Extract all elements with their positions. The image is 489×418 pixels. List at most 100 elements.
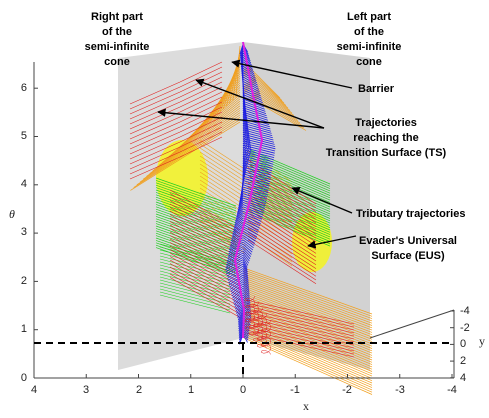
orange-trajectory (199, 163, 247, 195)
barrier-strand (242, 105, 267, 114)
barrier-strand (242, 263, 248, 273)
orange-trajectory (199, 167, 247, 199)
red-trajectory (245, 308, 355, 334)
barrier-strand (235, 208, 244, 220)
red-trajectory (169, 266, 241, 308)
y-tick-label: 4 (460, 372, 466, 384)
barrier-strand (242, 136, 275, 145)
barrier-strand (242, 248, 252, 257)
label-eus-line: Surface (EUS) (371, 250, 445, 262)
barrier-strand (240, 50, 244, 61)
arrow-ts-lower (157, 108, 325, 129)
spiral-trajectory (244, 295, 256, 331)
red-ts-trajectories (129, 61, 355, 358)
orange-trajectory (243, 273, 373, 322)
red-trajectory (169, 235, 241, 276)
theta-tick-label: 2 (21, 275, 27, 287)
green-trajectory (159, 252, 231, 272)
green-trajectory (155, 201, 237, 231)
barrier-strand (232, 224, 244, 235)
red-trajectory (247, 239, 317, 285)
barrier-strand (242, 257, 249, 266)
barrier-strand (236, 204, 244, 215)
red-trajectory (169, 277, 241, 318)
red-trajectory (129, 91, 223, 135)
red-trajectory (169, 210, 241, 252)
red-trajectory (169, 231, 241, 273)
x-tick-label: 2 (136, 384, 142, 396)
barrier-strand (242, 195, 266, 205)
barrier-strand (242, 230, 257, 240)
label-left-part-line: semi-infinite (337, 41, 402, 53)
green-trajectory (155, 192, 237, 221)
green-trajectory (159, 249, 231, 269)
green-trajectory (249, 193, 331, 229)
red-trajectory (245, 299, 355, 325)
barrier-strand (238, 193, 244, 204)
barrier-strand (231, 283, 244, 295)
green-trajectory (155, 208, 237, 238)
barrier-strand (242, 140, 276, 150)
orange-trajectory (199, 139, 247, 171)
x-tick-label: -3 (395, 384, 405, 396)
barrier-strand (242, 250, 251, 260)
barrier-strand (237, 307, 244, 319)
barrier-strand (242, 103, 266, 112)
red-trajectory (169, 263, 241, 304)
barrier-strand (229, 239, 244, 251)
y-axis-title: y (479, 334, 485, 348)
barrier-strand (242, 268, 249, 277)
barrier-strand (242, 235, 256, 244)
barrier-strand (242, 122, 272, 132)
spiral-trajectory (256, 313, 268, 349)
barrier-strand (242, 173, 271, 183)
barrier-strand (237, 312, 244, 323)
green-trajectory (249, 184, 331, 219)
x-tick-labels: 4 3 2 1 0 -1 -2 -3 -4 (31, 384, 457, 396)
spiral-trajectories (244, 295, 272, 355)
arrow-eus (307, 235, 357, 249)
barrier-strand (237, 310, 244, 321)
label-trajectories-ts-line: Trajectories (355, 117, 417, 129)
green-trajectory (155, 204, 237, 233)
barrier-strand (231, 226, 244, 237)
barrier-strand (242, 131, 274, 141)
barrier-strand (238, 314, 244, 325)
barrier-strand (227, 248, 244, 259)
barrier-strand (242, 125, 272, 134)
red-trajectory (169, 196, 241, 238)
orange-trajectory (146, 110, 241, 177)
orange-trajectory (243, 313, 373, 368)
x-axis-to-y-join (369, 309, 455, 339)
orange-trajectory (162, 98, 241, 163)
barrier-strand (236, 206, 244, 218)
barrier-strand (242, 98, 265, 108)
barrier-strand (239, 46, 244, 57)
red-trajectory (247, 235, 317, 281)
barrier-strand (228, 243, 244, 255)
spiral-trajectory (248, 301, 260, 337)
arrow-ts-upper (195, 78, 325, 129)
green-trajectory (249, 195, 331, 231)
barrier-strand (238, 316, 244, 327)
barrier-strand (225, 257, 244, 268)
orange-trajectory (165, 96, 241, 160)
orange-trajectory (243, 297, 373, 349)
red-trajectory (129, 96, 223, 140)
orange-trajectory (243, 323, 373, 379)
green-trajectory (249, 163, 331, 199)
green-trajectory (155, 189, 237, 219)
green-trajectory (249, 172, 331, 208)
barrier-strand (242, 283, 250, 293)
barrier-strand (242, 290, 251, 299)
annotation-arrows (157, 59, 357, 249)
blue-barrier-surface (225, 43, 276, 345)
orange-trajectory (243, 64, 283, 101)
x-tick-label: -4 (447, 384, 457, 396)
red-trajectory (247, 231, 317, 277)
theta-tick-label: 4 (21, 178, 27, 190)
barrier-strand (227, 268, 244, 279)
red-trajectory (129, 101, 223, 145)
barrier-strand (242, 138, 276, 147)
orange-trajectory (136, 117, 241, 186)
